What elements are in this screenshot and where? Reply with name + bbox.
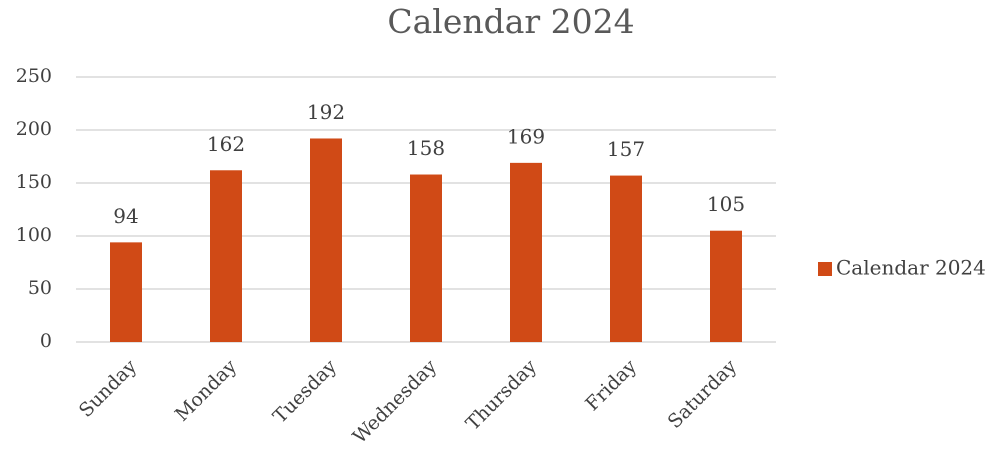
legend-label: Calendar 2024 (836, 256, 986, 280)
y-tick-label: 250 (16, 65, 52, 87)
y-tick-label: 100 (16, 224, 52, 246)
bar (210, 170, 242, 342)
y-tick-label: 200 (16, 118, 52, 140)
bar (110, 242, 142, 342)
data-label: 105 (707, 192, 745, 216)
y-tick-label: 50 (28, 277, 52, 299)
chart-title: Calendar 2024 (387, 2, 634, 41)
data-label: 162 (207, 132, 245, 156)
x-tick-label: Monday (171, 355, 241, 425)
x-tick-label: Thursday (462, 355, 542, 435)
x-tick-label: Sunday (75, 355, 141, 421)
x-tick-label: Saturday (664, 355, 742, 433)
bar (510, 162, 542, 342)
legend-swatch (818, 262, 832, 276)
x-tick-label: Friday (581, 355, 641, 415)
bar (610, 175, 642, 342)
data-label: 192 (307, 100, 345, 124)
bar (710, 230, 742, 342)
x-tick-label: Wednesday (349, 355, 442, 448)
data-label: 158 (407, 136, 445, 160)
x-tick-label: Tuesday (269, 355, 341, 427)
data-label: 157 (607, 137, 645, 161)
y-tick-label: 150 (16, 171, 52, 193)
data-label: 94 (113, 204, 138, 228)
bar (310, 138, 342, 342)
bar (410, 174, 442, 342)
y-tick-label: 0 (40, 330, 52, 352)
data-label: 169 (507, 124, 545, 148)
